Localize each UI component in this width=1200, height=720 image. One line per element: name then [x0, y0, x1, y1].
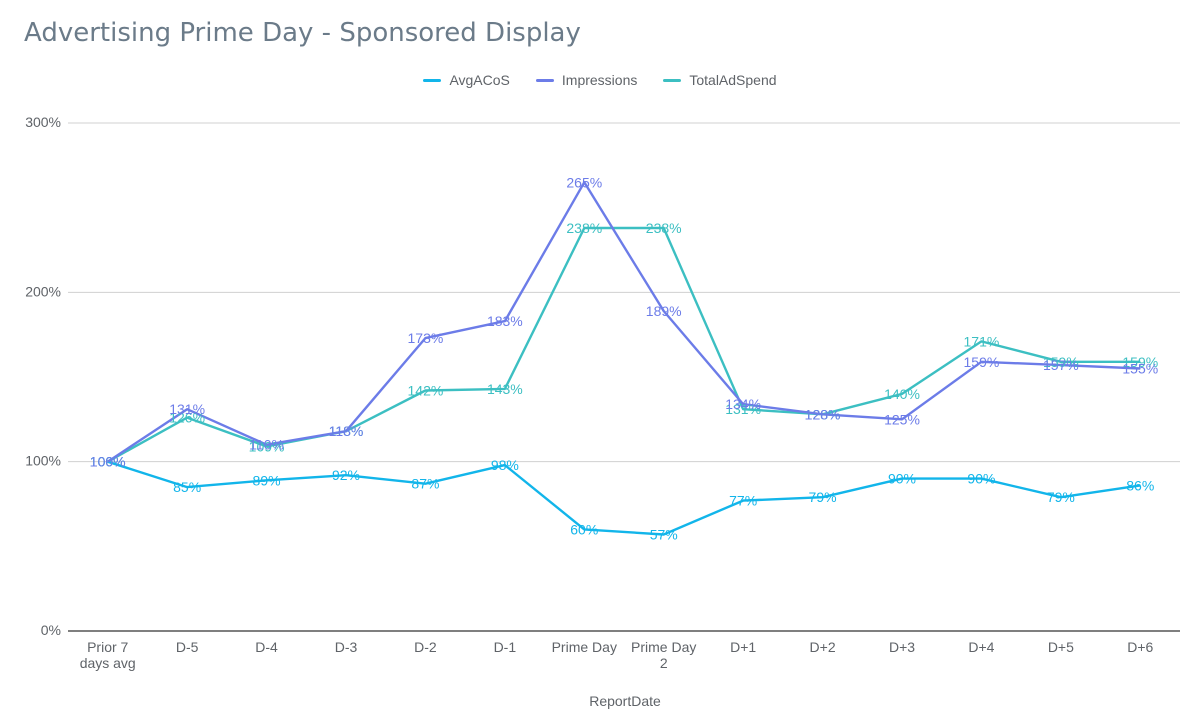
legend-swatch-impressions: [535, 78, 554, 82]
data-label-totaladspend: 143%: [487, 381, 523, 397]
data-label-avgacos: 98%: [491, 457, 519, 473]
data-label-impressions: 131%: [169, 401, 205, 417]
data-label-impressions: 118%: [329, 423, 364, 439]
legend-swatch-avgacos: [423, 78, 442, 82]
x-tick-label: D-1: [494, 639, 517, 655]
data-label-totaladspend: 140%: [884, 386, 920, 402]
x-tick-label-line: D+2: [810, 639, 836, 655]
x-tick-label: D-4: [255, 639, 278, 655]
x-tick-label: D-5: [176, 639, 199, 655]
x-tick-label: D-2: [414, 639, 437, 655]
x-tick-label-line: D-3: [335, 639, 358, 655]
x-tick-label-line: Prior 7: [87, 639, 128, 655]
x-tick-label: D-3: [335, 639, 358, 655]
x-tick-label-line: D+4: [968, 639, 994, 655]
y-tick-label: 300%: [25, 114, 61, 130]
data-label-impressions: 159%: [964, 354, 1000, 370]
data-label-avgacos: 100%: [90, 454, 126, 470]
x-tick-label: D+1: [730, 639, 756, 655]
x-tick-label-line: Prime Day: [631, 639, 696, 655]
data-label-avgacos: 57%: [650, 526, 678, 542]
data-label-avgacos: 86%: [1126, 477, 1154, 493]
legend-label-totaladspend: TotalAdSpend: [689, 72, 777, 88]
data-label-avgacos: 87%: [411, 476, 439, 492]
x-tick-label: Prime Day 2: [631, 639, 696, 671]
data-label-impressions: 157%: [1043, 357, 1079, 373]
data-label-totaladspend: 118%: [329, 423, 364, 439]
x-tick-label-line: D-5: [176, 639, 199, 655]
data-label-totaladspend: 159%: [1122, 354, 1158, 370]
x-tick-label: D+6: [1127, 639, 1153, 655]
x-tick-label-line: D-4: [255, 639, 278, 655]
data-label-totaladspend: 159%: [1043, 354, 1079, 370]
legend-label-avgacos: AvgACoS: [449, 72, 510, 88]
data-label-avgacos: 90%: [888, 471, 916, 487]
x-tick-label-line: D-1: [494, 639, 517, 655]
data-label-avgacos: 85%: [173, 479, 201, 495]
legend: AvgACoS Impressions TotalAdSpend: [0, 72, 1200, 88]
data-label-avgacos: 90%: [967, 471, 995, 487]
series-line-impressions[interactable]: [107, 181, 1141, 463]
data-label-totaladspend: 238%: [646, 220, 682, 236]
data-label-totaladspend: 131%: [725, 401, 761, 417]
x-tick-label-line: D+3: [889, 639, 915, 655]
data-label-totaladspend: 100%: [90, 454, 126, 470]
data-label-impressions: 134%: [725, 396, 761, 412]
x-tick-label: D+5: [1048, 639, 1074, 655]
x-axis-title: ReportDate: [589, 693, 661, 709]
x-tick-label-line: D+6: [1127, 639, 1153, 655]
y-tick-label: 100%: [25, 453, 61, 469]
data-label-impressions: 189%: [646, 303, 682, 319]
data-labels: 100% 85% 89% 92% 87% 98% 60% 57% 77% 79% 90% 90% 79%…: [90, 174, 1158, 542]
x-tick-label: D+4: [968, 639, 994, 655]
chart-title: Advertising Prime Day - Sponsored Displa…: [24, 18, 581, 48]
data-label-avgacos: 89%: [253, 472, 281, 488]
data-label-impressions: 100%: [90, 454, 126, 470]
x-tick-label-line: D+5: [1048, 639, 1074, 655]
x-tick-label: Prior 7 days avg: [80, 639, 136, 671]
data-label-impressions: 173%: [408, 330, 444, 346]
data-label-totaladspend: 128%: [805, 406, 841, 422]
data-label-impressions: 128%: [805, 406, 841, 422]
data-label-totaladspend: 109%: [249, 438, 285, 454]
gridlines: [68, 122, 1180, 632]
data-label-avgacos: 92%: [332, 467, 360, 483]
data-label-avgacos: 79%: [1047, 489, 1075, 505]
legend-item-totaladspend[interactable]: TotalAdSpend: [663, 72, 777, 88]
x-tick-label: D+2: [810, 639, 836, 655]
data-label-totaladspend: 142%: [408, 383, 444, 399]
y-axis-ticks: 0% 100% 200% 300%: [25, 114, 61, 638]
legend-swatch-totaladspend: [663, 78, 682, 82]
x-tick-label: D+3: [889, 639, 915, 655]
data-label-impressions: 183%: [487, 313, 523, 329]
series-line-totaladspend[interactable]: [107, 226, 1141, 463]
y-tick-label: 0%: [41, 622, 61, 638]
data-label-impressions: 125%: [884, 411, 920, 427]
data-label-impressions: 155%: [1122, 361, 1158, 377]
data-label-avgacos: 60%: [570, 521, 598, 537]
legend-item-impressions[interactable]: Impressions: [535, 72, 638, 88]
data-label-totaladspend: 171%: [964, 333, 1000, 349]
y-tick-label: 200%: [25, 283, 61, 299]
data-label-avgacos: 79%: [809, 489, 837, 505]
data-label-impressions: 265%: [566, 174, 602, 190]
data-label-impressions: 110%: [249, 437, 284, 453]
data-label-totaladspend: 126%: [169, 410, 205, 426]
data-label-totaladspend: 238%: [566, 220, 602, 236]
x-tick-label-line: 2: [660, 655, 668, 671]
legend-item-avgacos[interactable]: AvgACoS: [423, 72, 510, 88]
x-tick-label: Prime Day: [552, 639, 617, 655]
x-tick-label-line: days avg: [80, 655, 136, 671]
x-tick-label-line: D+1: [730, 639, 756, 655]
series-lines: [107, 181, 1141, 536]
data-label-avgacos: 77%: [729, 493, 757, 509]
series-line-avgacos[interactable]: [107, 460, 1141, 536]
legend-label-impressions: Impressions: [561, 72, 638, 88]
x-tick-label-line: Prime Day: [552, 639, 617, 655]
x-tick-label-line: D-2: [414, 639, 437, 655]
